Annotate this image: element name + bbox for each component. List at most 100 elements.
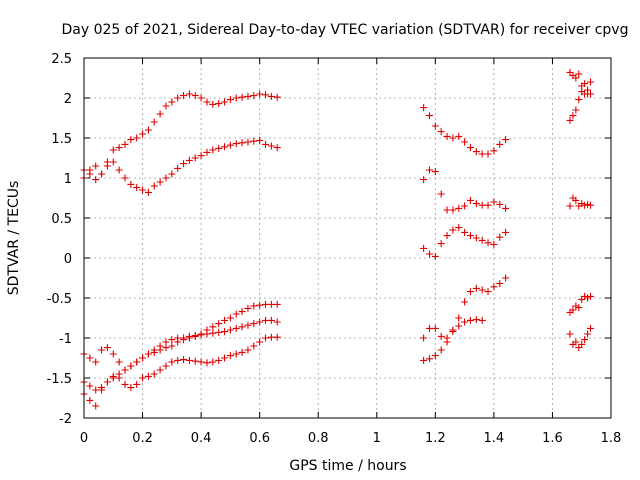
track-11 <box>566 68 595 98</box>
data-point <box>156 342 164 350</box>
data-point <box>455 314 463 322</box>
data-point <box>437 346 445 354</box>
data-point <box>162 338 170 346</box>
data-point <box>267 316 275 324</box>
data-point <box>262 91 270 99</box>
data-point <box>121 140 129 148</box>
data-point <box>139 186 147 194</box>
data-point <box>162 102 170 110</box>
track-8 <box>420 224 510 260</box>
data-point <box>581 201 589 209</box>
data-point <box>127 180 135 188</box>
data-point <box>185 156 193 164</box>
x-tick-label: 1.6 <box>542 431 563 446</box>
track-7 <box>420 166 510 214</box>
data-point <box>267 300 275 308</box>
track-1 <box>80 90 281 182</box>
data-point <box>92 358 100 366</box>
x-tick-label: 1 <box>373 431 381 446</box>
data-point <box>566 116 574 124</box>
data-point <box>150 182 158 190</box>
data-point <box>156 366 164 374</box>
data-point <box>244 92 252 100</box>
data-point <box>162 174 170 182</box>
data-point <box>215 320 223 328</box>
data-point <box>472 284 480 292</box>
data-point <box>191 332 199 340</box>
data-point <box>437 240 445 248</box>
y-tick-label: 1.5 <box>51 132 72 147</box>
data-point <box>443 338 451 346</box>
data-point <box>127 136 135 144</box>
data-point <box>267 333 275 341</box>
data-point <box>197 152 205 160</box>
data-point <box>244 346 252 354</box>
data-point <box>455 132 463 140</box>
data-point <box>121 380 129 388</box>
data-point <box>150 118 158 126</box>
data-point <box>587 201 595 209</box>
data-point <box>144 188 152 196</box>
y-tick-label: 0.5 <box>51 212 72 227</box>
track-14 <box>566 292 595 316</box>
data-point <box>273 333 281 341</box>
data-point <box>431 252 439 260</box>
data-point <box>256 301 264 309</box>
y-tick-label: -2 <box>59 412 72 427</box>
track-4 <box>80 316 281 394</box>
data-point <box>578 200 586 208</box>
data-point <box>185 332 193 340</box>
data-point <box>86 170 94 178</box>
data-point <box>139 374 147 382</box>
data-point <box>156 178 164 186</box>
data-point <box>256 90 264 98</box>
data-point <box>455 204 463 212</box>
data-point <box>484 201 492 209</box>
data-point <box>484 150 492 158</box>
data-point <box>578 296 586 304</box>
data-point <box>575 344 583 352</box>
data-point <box>103 378 111 386</box>
data-point <box>133 358 141 366</box>
data-point <box>203 148 211 156</box>
data-point <box>250 137 258 145</box>
data-point <box>502 136 510 144</box>
data-point <box>569 306 577 314</box>
data-point <box>478 316 486 324</box>
data-point <box>109 350 117 358</box>
data-point <box>437 128 445 136</box>
data-point <box>92 176 100 184</box>
data-point <box>472 316 480 324</box>
data-point <box>496 233 504 241</box>
data-point <box>174 164 182 172</box>
data-point <box>273 93 281 101</box>
data-point <box>587 78 595 86</box>
data-point <box>215 144 223 152</box>
data-point <box>203 98 211 106</box>
data-point <box>180 92 188 100</box>
data-point <box>437 332 445 340</box>
data-point <box>191 154 199 162</box>
data-point <box>168 170 176 178</box>
data-point <box>490 283 498 291</box>
data-point <box>472 148 480 156</box>
data-point <box>581 292 589 300</box>
track-2 <box>80 136 281 196</box>
track-12 <box>566 80 595 124</box>
data-point <box>273 300 281 308</box>
data-point <box>443 206 451 214</box>
data-point <box>115 374 123 382</box>
data-point <box>168 342 176 350</box>
data-point <box>109 158 117 166</box>
data-point <box>587 292 595 300</box>
data-point <box>420 334 428 342</box>
x-tick-label: 0.4 <box>191 431 212 446</box>
data-point <box>478 236 486 244</box>
data-point <box>496 200 504 208</box>
data-point <box>197 94 205 102</box>
data-point <box>180 160 188 168</box>
data-point <box>449 226 457 234</box>
data-point <box>238 93 246 101</box>
data-point <box>250 320 258 328</box>
y-tick-label: -0.5 <box>47 292 72 307</box>
